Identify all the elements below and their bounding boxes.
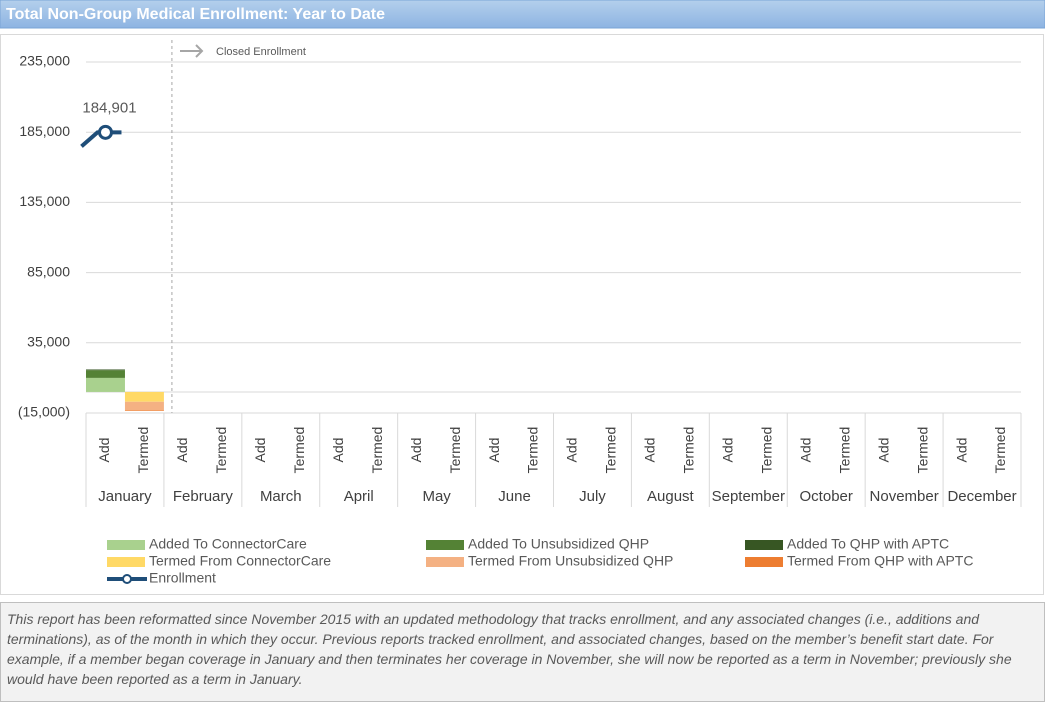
y-tick-label: 235,000 — [19, 53, 70, 69]
annotation: Closed Enrollment — [216, 46, 306, 58]
chart: Total Non-Group Medical Enrollment: Year… — [0, 0, 1045, 595]
legend-swatch — [745, 540, 783, 550]
bar — [124, 391, 164, 402]
group-label: January — [98, 488, 152, 505]
legend-swatch — [107, 557, 145, 567]
legend-swatch — [745, 557, 783, 567]
x-tick-label: Termed — [603, 427, 619, 474]
data-label: 184,901 — [82, 99, 136, 116]
group-label: September — [712, 488, 785, 505]
legend-label: Added To QHP with APTC — [787, 536, 949, 552]
x-tick-label: Add — [953, 438, 969, 463]
y-tick-label: (15,000) — [18, 404, 70, 420]
x-tick-label: Add — [252, 438, 268, 463]
x-tick-label: Add — [875, 438, 891, 463]
bar — [124, 401, 164, 411]
x-tick-label: Termed — [681, 427, 697, 474]
annotation-arrow — [180, 44, 204, 58]
x-tick-label: Add — [720, 438, 736, 463]
title-bar — [0, 0, 1045, 29]
x-tick-label: Termed — [135, 427, 151, 474]
y-tick-label: 85,000 — [27, 263, 70, 279]
legend-label: Termed From ConnectorCare — [149, 553, 331, 569]
group-label: December — [947, 488, 1016, 505]
x-tick-label: Add — [564, 438, 580, 463]
x-tick-label: Termed — [291, 427, 307, 474]
footnote: This report has been reformatted since N… — [0, 602, 1045, 702]
x-tick-label: Termed — [369, 427, 385, 474]
group-label: June — [498, 488, 531, 505]
legend-label: Termed From Unsubsidized QHP — [468, 553, 673, 569]
x-tick-label: Add — [642, 438, 658, 463]
y-tick-label: 135,000 — [19, 193, 70, 209]
x-tick-label: Termed — [447, 427, 463, 474]
group-label: November — [870, 488, 939, 505]
x-tick-label: Termed — [525, 427, 541, 474]
group-label: April — [344, 488, 374, 505]
x-tick-label: Add — [486, 438, 502, 463]
y-tick-label: 35,000 — [27, 334, 70, 350]
legend-label: Termed From QHP with APTC — [787, 553, 973, 569]
legend-swatch — [107, 540, 145, 550]
legend-swatch — [426, 557, 464, 567]
group-label: March — [260, 488, 302, 505]
x-tick-label: Add — [96, 438, 112, 463]
chart-border — [0, 34, 1044, 595]
bar — [86, 369, 125, 371]
chart-title: Total Non-Group Medical Enrollment: Year… — [6, 6, 385, 23]
line-stub — [80, 130, 122, 148]
line-marker — [97, 124, 113, 140]
y-tick-label: 185,000 — [19, 123, 70, 139]
legend-label: Added To ConnectorCare — [149, 536, 307, 552]
bar — [86, 377, 125, 392]
bar — [124, 410, 164, 411]
group-label: August — [647, 488, 695, 505]
group-label: July — [579, 488, 606, 505]
legend-label: Enrollment — [149, 570, 216, 586]
x-tick-label: Add — [330, 438, 346, 463]
x-tick-label: Add — [408, 438, 424, 463]
x-tick-label: Termed — [758, 427, 774, 474]
x-tick-label: Termed — [213, 427, 229, 474]
x-tick-label: Termed — [992, 427, 1008, 474]
x-tick-label: Add — [797, 438, 813, 463]
bar — [86, 370, 125, 378]
group-label: May — [422, 488, 451, 505]
x-tick-label: Termed — [836, 427, 852, 474]
group-label: February — [173, 488, 234, 505]
x-tick-label: Add — [174, 438, 190, 463]
legend-swatch-marker — [122, 574, 132, 584]
group-label: October — [800, 488, 853, 505]
legend-label: Added To Unsubsidized QHP — [468, 536, 649, 552]
legend-swatch — [426, 540, 464, 550]
x-tick-label: Termed — [914, 427, 930, 474]
